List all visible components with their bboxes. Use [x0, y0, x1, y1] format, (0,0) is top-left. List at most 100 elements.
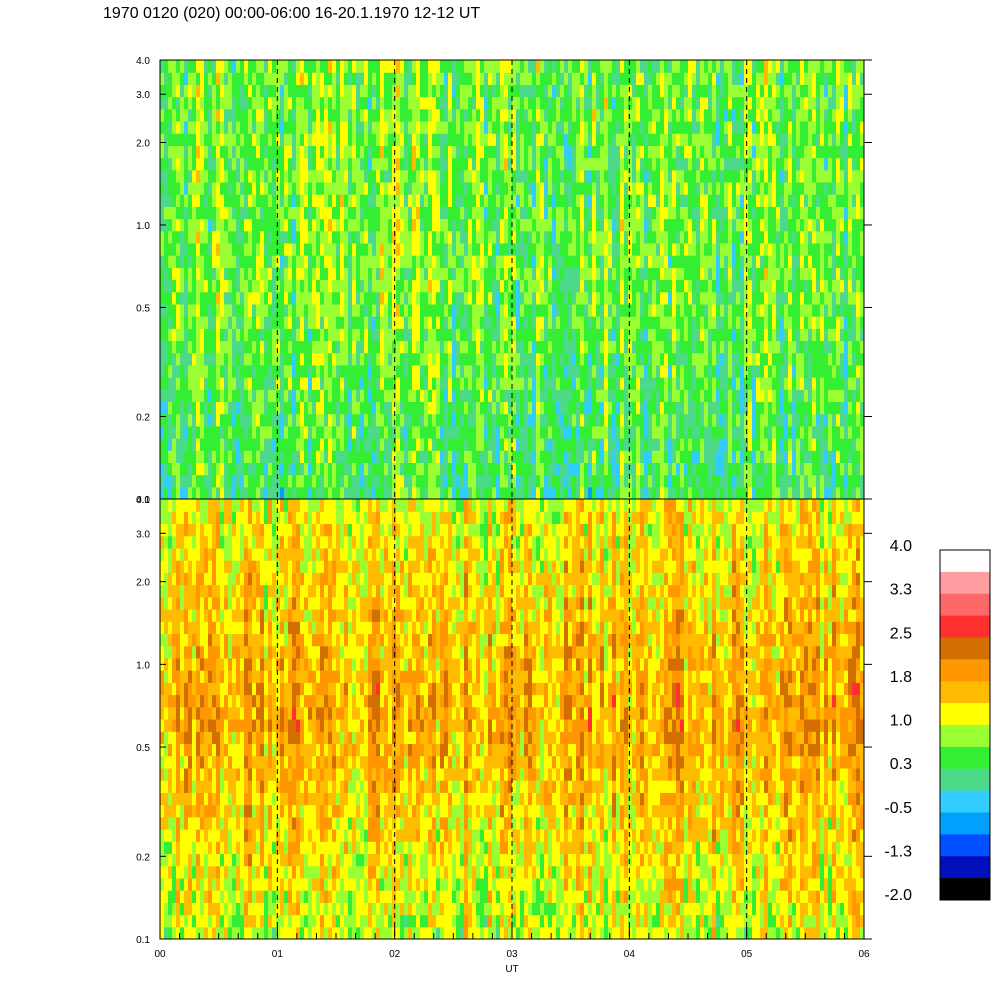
heatmap-cell [592, 328, 597, 342]
heatmap-cell [360, 145, 365, 159]
heatmap-cell [216, 401, 221, 415]
heatmap-cell [232, 486, 237, 499]
heatmap-cell [304, 255, 309, 268]
heatmap-cell [656, 303, 661, 317]
heatmap-cell [384, 474, 389, 488]
heatmap-cell [320, 206, 325, 220]
heatmap-cell [580, 303, 585, 317]
heatmap-cell [452, 413, 457, 427]
heatmap-cell [604, 120, 609, 134]
heatmap-cell [572, 84, 577, 98]
heatmap-cell [708, 96, 713, 110]
heatmap-cell [640, 206, 645, 220]
heatmap-cell [656, 267, 661, 281]
heatmap-cell [516, 267, 521, 281]
heatmap-cell [244, 279, 249, 293]
heatmap-cell [196, 303, 201, 317]
heatmap-cell [708, 218, 713, 232]
heatmap-cell [264, 401, 269, 415]
heatmap-cell [280, 84, 285, 98]
heatmap-cell [704, 145, 709, 159]
heatmap-cell [440, 108, 445, 122]
heatmap-cell [496, 120, 501, 134]
heatmap-cell [620, 438, 625, 451]
heatmap-cell [524, 84, 529, 98]
heatmap-cell [576, 133, 581, 146]
heatmap-cell [652, 377, 657, 390]
heatmap-cell [636, 218, 641, 232]
heatmap-cell [508, 352, 513, 366]
heatmap-cell [184, 486, 189, 499]
heatmap-cell [412, 291, 417, 305]
heatmap-cell [240, 242, 245, 256]
heatmap-cell [668, 60, 673, 73]
heatmap-cell [664, 108, 669, 122]
heatmap-cell [668, 169, 673, 183]
heatmap-cell [660, 145, 665, 159]
heatmap-cell [356, 145, 361, 159]
heatmap-cell [524, 438, 529, 451]
heatmap-cell [532, 401, 537, 415]
heatmap-cell [492, 181, 497, 195]
heatmap-cell [400, 230, 405, 244]
heatmap-cell [436, 279, 441, 293]
heatmap-cell [320, 377, 325, 390]
heatmap-cell [352, 486, 357, 499]
heatmap-cell [372, 72, 377, 85]
heatmap-cell [620, 425, 625, 439]
heatmap-cell [628, 450, 633, 464]
heatmap-cell [380, 72, 385, 85]
heatmap-cell [480, 303, 485, 317]
heatmap-cell [368, 255, 373, 268]
heatmap-cell [160, 279, 165, 293]
heatmap-cell [312, 486, 317, 499]
heatmap-cell [652, 96, 657, 110]
heatmap-cell [532, 377, 537, 390]
heatmap-cell [216, 218, 221, 232]
heatmap-cell [600, 364, 605, 378]
heatmap-cell [256, 462, 261, 476]
heatmap-cell [164, 72, 169, 85]
heatmap-cell [520, 84, 525, 98]
heatmap-cell [232, 181, 237, 195]
heatmap-cell [448, 206, 453, 220]
heatmap-cell [484, 230, 489, 244]
heatmap-cell [232, 267, 237, 281]
heatmap-cell [652, 462, 657, 476]
heatmap-cell [560, 438, 565, 451]
heatmap-cell [236, 316, 241, 329]
heatmap-cell [660, 279, 665, 293]
heatmap-cell [368, 413, 373, 427]
heatmap-cell [324, 291, 329, 305]
heatmap-cell [484, 438, 489, 451]
heatmap-cell [524, 230, 529, 244]
heatmap-cell [572, 96, 577, 110]
heatmap-cell [488, 279, 493, 293]
heatmap-cell [480, 316, 485, 329]
heatmap-cell [608, 120, 613, 134]
heatmap-cell [352, 291, 357, 305]
heatmap-cell [616, 96, 621, 110]
heatmap-cell [580, 157, 585, 171]
heatmap-cell [388, 291, 393, 305]
heatmap-cell [280, 60, 285, 73]
heatmap-cell [460, 340, 465, 354]
heatmap-cell [192, 303, 197, 317]
heatmap-cell [380, 120, 385, 134]
heatmap-cell [412, 438, 417, 451]
heatmap-cell [344, 462, 349, 476]
heatmap-cell [252, 279, 257, 293]
heatmap-cell [228, 169, 233, 183]
heatmap-cell [532, 352, 537, 366]
heatmap-cell [428, 377, 433, 390]
heatmap-cell [600, 389, 605, 403]
heatmap-cell [416, 145, 421, 159]
heatmap-cell [380, 169, 385, 183]
heatmap-cell [356, 96, 361, 110]
heatmap-cell [260, 401, 265, 415]
heatmap-cell [640, 364, 645, 378]
heatmap-cell [340, 303, 345, 317]
heatmap-cell [512, 389, 517, 403]
heatmap-cell [592, 401, 597, 415]
heatmap-cell [576, 60, 581, 73]
